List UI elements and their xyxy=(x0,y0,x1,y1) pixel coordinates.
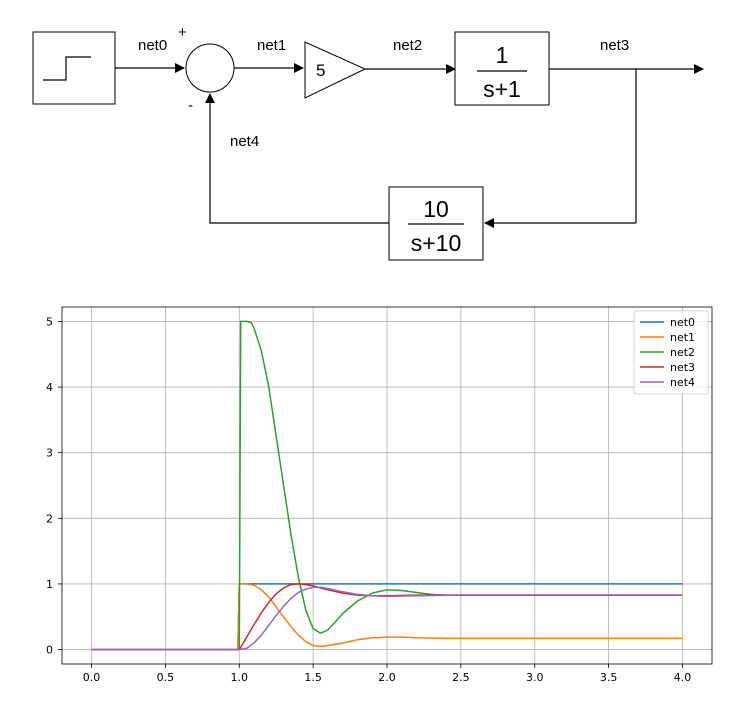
plus-sign: + xyxy=(178,24,187,41)
x-tick-label: 1.5 xyxy=(304,671,322,684)
net1-label: net1 xyxy=(257,37,286,54)
series-line-net1 xyxy=(91,583,683,651)
axis-ticks: 0.0 0.5 1.0 1.5 2.0 2.5 3.0 3.5 4.0 0 1 2 3 4 5 xyxy=(46,315,691,684)
net4-label: net4 xyxy=(230,133,259,150)
feedback-denominator: s+10 xyxy=(411,230,462,256)
legend-label-net2: net2 xyxy=(670,346,695,359)
step-icon xyxy=(43,56,91,81)
legend-label-net3: net3 xyxy=(670,361,695,374)
x-tick-label: 1.0 xyxy=(231,671,249,684)
grid xyxy=(62,307,712,664)
series-line-net4 xyxy=(91,586,683,651)
legend-label-net1: net1 xyxy=(670,331,695,344)
y-tick-label: 2 xyxy=(46,512,53,525)
x-tick-label: 0.5 xyxy=(157,671,175,684)
feedback-numerator: 10 xyxy=(423,196,449,222)
x-tick-label: 4.0 xyxy=(674,671,692,684)
y-tick-label: 4 xyxy=(46,381,53,394)
net0-label: net0 xyxy=(138,37,167,54)
x-tick-label: 3.5 xyxy=(600,671,618,684)
legend-label-net4: net4 xyxy=(670,376,695,389)
legend-label-net0: net0 xyxy=(670,316,695,329)
net3-label: net3 xyxy=(600,37,629,54)
y-tick-label: 3 xyxy=(46,447,53,460)
forward-denominator: s+1 xyxy=(483,76,521,102)
wire-net4 xyxy=(205,93,389,224)
x-tick-label: 2.5 xyxy=(452,671,470,684)
net2-label: net2 xyxy=(393,37,422,54)
feedback-transfer-block: 10 s+10 xyxy=(388,186,484,261)
series-lines xyxy=(91,320,683,651)
y-tick-label: 1 xyxy=(46,578,53,591)
forward-numerator: 1 xyxy=(496,42,509,68)
gain-value: 5 xyxy=(316,61,325,80)
x-tick-label: 0.0 xyxy=(83,671,101,684)
legend: net0 net1 net2 net3 net4 xyxy=(633,310,709,395)
block-diagram: net0 + - net1 5 net2 1 s+1 net3 10 s+10 … xyxy=(32,24,704,261)
x-tick-label: 3.0 xyxy=(526,671,544,684)
summing-junction xyxy=(185,43,235,93)
legend-box xyxy=(633,310,709,395)
forward-transfer-block: 1 s+1 xyxy=(454,31,550,106)
step-source-block xyxy=(32,31,116,105)
x-tick-label: 2.0 xyxy=(378,671,396,684)
y-tick-label: 5 xyxy=(46,315,53,328)
gain-block: 5 xyxy=(304,41,367,99)
minus-sign: - xyxy=(188,97,193,114)
y-tick-label: 0 xyxy=(46,644,53,657)
